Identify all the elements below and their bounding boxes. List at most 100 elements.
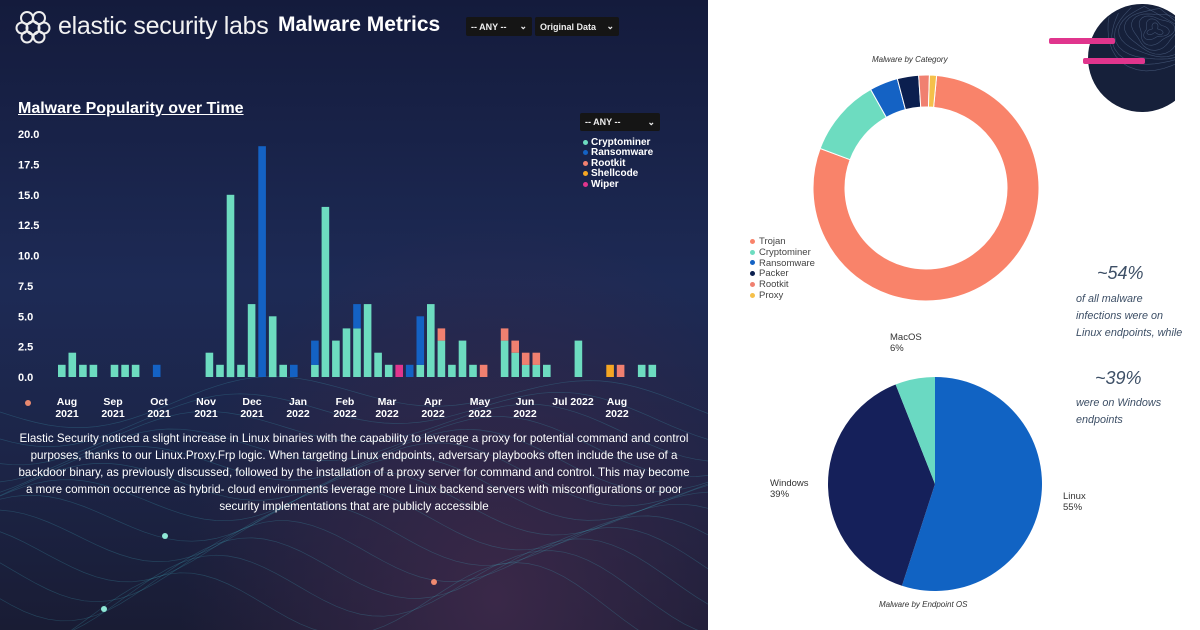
legend-label: Ransomware: [759, 257, 815, 269]
legend-swatch: [583, 139, 588, 145]
filter-any-dropdown[interactable]: -- ANY -- ⌄: [466, 17, 532, 36]
legend-label: Ransomware: [591, 147, 654, 159]
windows-percent: ~39%: [1095, 368, 1142, 388]
x-tick-label: 2021: [55, 408, 79, 420]
y-tick-label: 2.5: [18, 342, 33, 354]
category-filter-value: -- ANY --: [585, 117, 621, 127]
wave-line: [0, 537, 708, 622]
bar-segment: [258, 146, 266, 377]
legend-item[interactable]: Ransomware: [583, 147, 654, 159]
y-tick-label: 0.0: [18, 372, 33, 384]
bar-segment: [268, 316, 277, 378]
pie-label-macos: MacOS 6%: [890, 332, 922, 354]
x-tick-label: Jun: [516, 396, 535, 408]
legend-item[interactable]: Packer: [750, 268, 815, 279]
bar-segment: [479, 364, 488, 377]
legend-swatch: [750, 260, 755, 266]
legend-item[interactable]: Rootkit: [750, 279, 815, 290]
pie-label-windows: Windows 39%: [770, 478, 809, 500]
popularity-chart-title: Malware Popularity over Time: [18, 100, 244, 117]
x-tick-label: 2021: [240, 408, 264, 420]
bar-segment: [637, 364, 646, 377]
legend-swatch: [750, 282, 755, 288]
category-legend: Trojan Cryptominer Ransomware Packer Rootkit…: [750, 236, 815, 301]
wave-line: [0, 428, 708, 493]
legend-item[interactable]: Wiper: [583, 179, 653, 190]
bar-segment: [648, 364, 657, 377]
bar-segment: [226, 194, 235, 378]
bar-segment: [247, 304, 256, 377]
x-tick-label: 2022: [286, 408, 310, 420]
bar-segment: [311, 364, 319, 377]
windows-stat-text: were on Windows endpoints: [1076, 395, 1161, 429]
pie-label-value: 6%: [890, 342, 904, 354]
contour-line: [1131, 13, 1175, 51]
bar-segment: [58, 364, 66, 377]
legend-label: Wiper: [591, 178, 619, 190]
bar-segment: [205, 352, 214, 377]
x-tick-label: Mar: [378, 396, 397, 408]
contour-line: [1138, 15, 1175, 46]
legend-item[interactable]: Rootkit: [583, 158, 653, 169]
x-tick-label: May: [470, 396, 491, 408]
bar-segment: [89, 364, 98, 377]
bar-segment: [511, 340, 519, 353]
bar-segment: [521, 352, 530, 365]
bar-segment: [606, 364, 614, 377]
x-tick-label: Apr: [424, 396, 442, 408]
contour-line: [1107, 16, 1175, 72]
decor-stripe: [1049, 38, 1115, 44]
contour-line: [1114, 7, 1175, 60]
decorative-globe: [1049, 4, 1175, 112]
wave-line: [0, 416, 708, 483]
bar-segment: [437, 328, 446, 341]
bar-segment: [332, 340, 340, 377]
legend-item[interactable]: Cryptominer: [750, 247, 815, 258]
bar-segment: [616, 364, 625, 377]
pie-label-name: MacOS: [890, 332, 922, 343]
os-pie-chart: [828, 377, 1043, 591]
bar-segment: [79, 364, 87, 377]
bar-segment: [395, 364, 403, 377]
bar-segment: [532, 364, 541, 377]
pie-label-linux: Linux 55%: [1063, 491, 1086, 513]
x-tick-label: 2022: [333, 408, 357, 420]
donut-slice: [812, 74, 1040, 302]
bar-segment: [237, 364, 245, 377]
x-tick-label: Jul 2022: [552, 396, 594, 408]
os-pie-title: Malware by Endpoint OS: [879, 600, 968, 609]
data-source-dropdown[interactable]: Original Data ⌄: [535, 17, 619, 36]
bar-segment: [110, 364, 119, 377]
left-panel: elastic security labs Malware Metrics --…: [0, 0, 708, 630]
decor-dot: [431, 579, 437, 585]
y-tick-label: 7.5: [18, 281, 33, 293]
legend-item[interactable]: Cryptominer: [583, 137, 653, 148]
bar-segment: [500, 340, 509, 377]
pie-label-name: Windows: [770, 478, 809, 489]
legend-item[interactable]: Ransomware: [750, 258, 815, 269]
legend-item[interactable]: Shellcode: [583, 168, 653, 180]
pie-slice: [828, 384, 935, 586]
wave-line: [0, 520, 708, 603]
wave-line: [0, 456, 708, 522]
legend-swatch: [750, 271, 755, 277]
category-filter-dropdown[interactable]: -- ANY -- ⌄: [580, 113, 660, 131]
x-tick-label: 2022: [468, 408, 492, 420]
legend-swatch: [750, 292, 755, 298]
bar-segment: [353, 304, 361, 329]
x-tick-label: Sep: [103, 396, 122, 408]
elastic-logo[interactable]: elastic security labs: [14, 7, 269, 45]
bar-segment: [521, 364, 530, 377]
y-tick-label: 20.0: [18, 129, 39, 141]
legend-label: Shellcode: [591, 168, 639, 180]
legend-item[interactable]: Proxy: [750, 290, 815, 301]
legend-label: Packer: [759, 268, 789, 280]
bar-segment: [574, 340, 583, 377]
y-tick-label: 15.0: [18, 190, 39, 202]
contour-line: [1124, 8, 1175, 55]
legend-label: Cryptominer: [591, 136, 651, 148]
bar-segment: [437, 340, 446, 377]
y-tick-label: 5.0: [18, 311, 33, 323]
legend-item[interactable]: Trojan: [750, 236, 815, 247]
x-tick-label: Dec: [242, 396, 261, 408]
